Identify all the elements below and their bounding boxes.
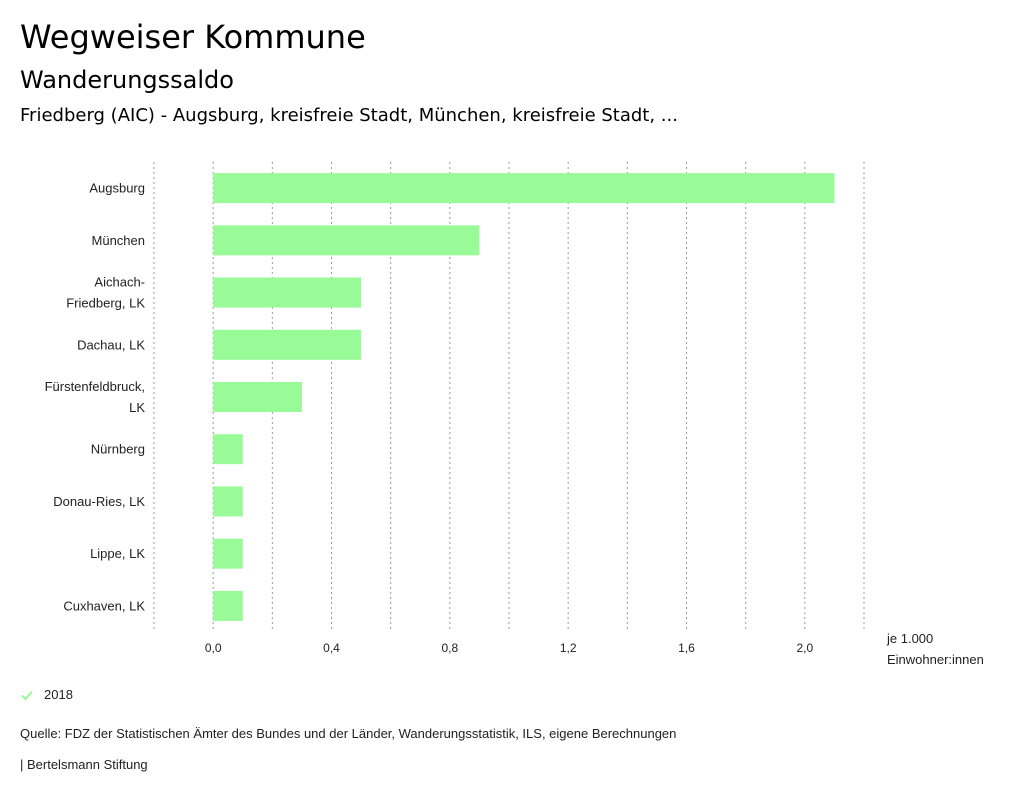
category-label-line: Nürnberg (91, 442, 145, 457)
page-title: Wegweiser Kommune (20, 18, 366, 56)
category-label: Fürstenfeldbruck, LK (45, 379, 146, 415)
axis-unit-label: je 1.000 Einwohner:innen (887, 628, 984, 670)
axis-unit-line2: Einwohner:innen (887, 652, 984, 667)
category-label-line: Donau-Ries, LK (53, 494, 145, 509)
x-tick-label: 1,6 (678, 641, 695, 655)
category-label: Dachau, LK (77, 337, 145, 352)
category-label-line: Cuxhaven, LK (63, 598, 145, 613)
chart-subtitle: Wanderungssaldo (20, 66, 234, 94)
category-label-line: Dachau, LK (77, 337, 145, 352)
bar (213, 277, 362, 308)
x-tick-label: 0,8 (441, 641, 458, 655)
category-label: Cuxhaven, LK (63, 598, 145, 613)
legend-label: 2018 (44, 687, 73, 702)
category-label: München (92, 233, 145, 248)
bar (213, 434, 243, 465)
bar (213, 486, 243, 517)
category-label-line: Aichach- (94, 275, 145, 290)
bar (213, 538, 243, 569)
category-label-line: Friedberg, LK (66, 296, 145, 311)
category-label-line: Lippe, LK (90, 546, 145, 561)
category-label-line: LK (129, 400, 145, 415)
category-label: Aichach- Friedberg, LK (66, 275, 145, 311)
x-tick-label: 2,0 (796, 641, 813, 655)
legend-item-2018[interactable]: 2018 (20, 687, 73, 702)
category-label: Donau-Ries, LK (53, 494, 145, 509)
x-tick-label: 0,0 (205, 641, 222, 655)
category-label-line: Fürstenfeldbruck, (45, 379, 145, 394)
x-tick-label: 0,4 (323, 641, 340, 655)
bar (213, 173, 835, 204)
region-context: Friedberg (AIC) - Augsburg, kreisfreie S… (20, 105, 678, 126)
category-label-line: Augsburg (89, 181, 145, 196)
bar (213, 329, 362, 360)
bar (213, 590, 243, 621)
check-icon (21, 690, 33, 700)
brand-footer: | Bertelsmann Stiftung (20, 757, 148, 772)
category-label: Nürnberg (91, 442, 145, 457)
category-label: Lippe, LK (90, 546, 145, 561)
category-label-line: München (92, 233, 145, 248)
category-label: Augsburg (89, 181, 145, 196)
axis-unit-line1: je 1.000 (887, 631, 934, 646)
x-tick-label: 1,2 (560, 641, 577, 655)
source-note: Quelle: FDZ der Statistischen Ämter des … (20, 726, 677, 741)
bar (213, 382, 302, 412)
bar (213, 225, 480, 256)
